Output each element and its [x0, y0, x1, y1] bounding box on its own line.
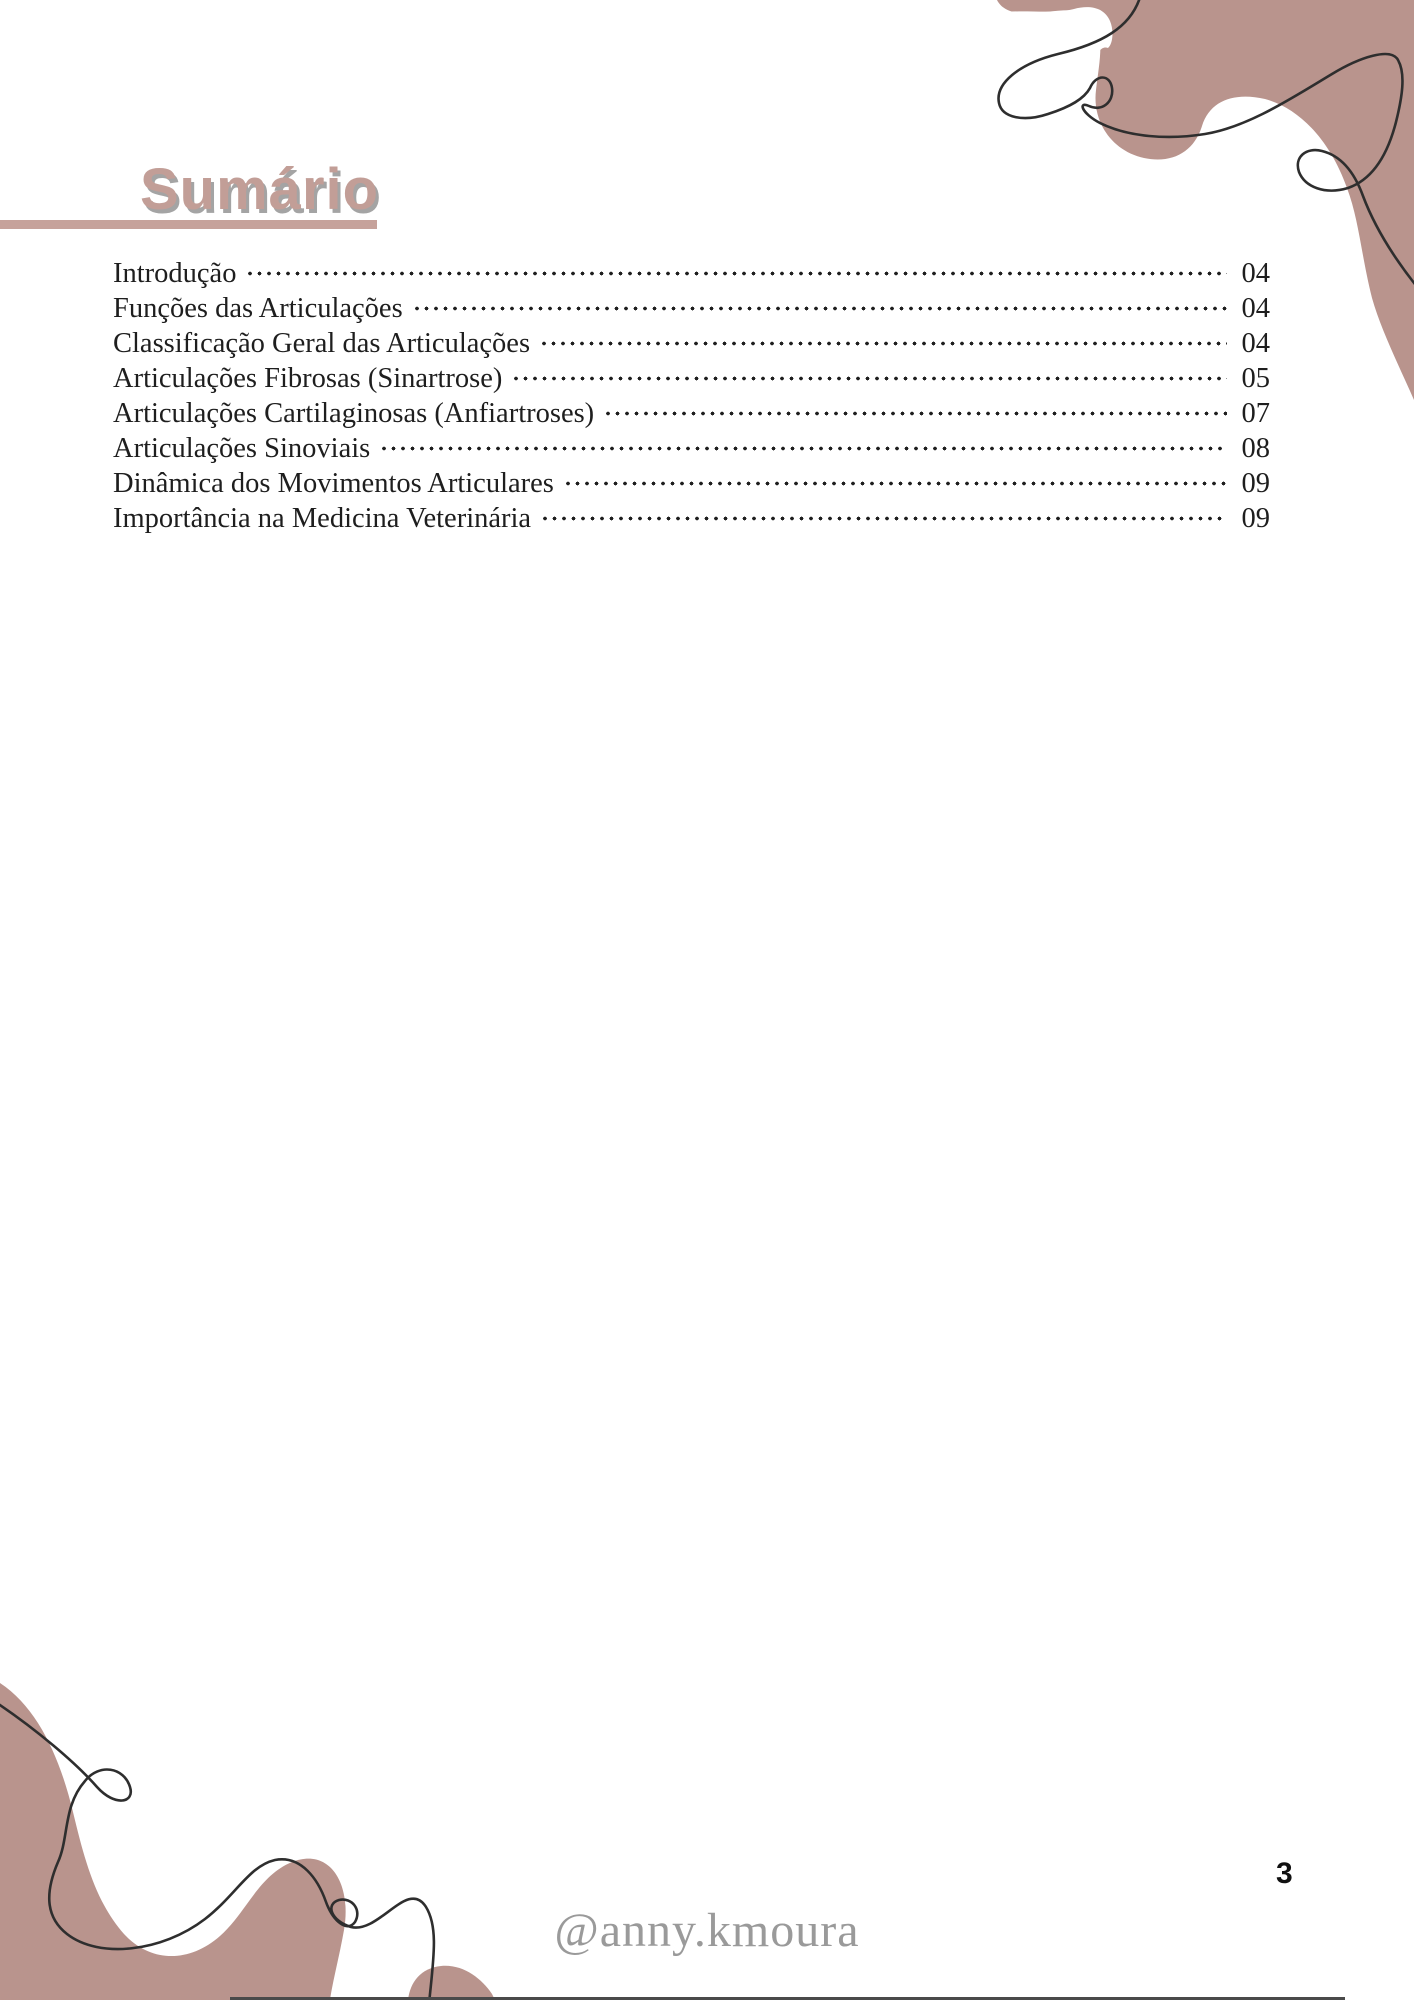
- toc-dot-leader: [540, 317, 1227, 352]
- swirl-line-art-top-right: [997, 0, 1414, 286]
- toc-entry: Funções das Articulações 04: [113, 282, 1270, 324]
- toc-dot-leader: [512, 352, 1227, 387]
- toc-entry-label: Dinâmica dos Movimentos Articulares: [113, 468, 554, 499]
- toc-entry: Introdução 04: [113, 247, 1270, 289]
- title-underline: [0, 220, 377, 229]
- toc-entry: Dinâmica dos Movimentos Articulares 09: [113, 457, 1270, 499]
- toc-entry: Classificação Geral das Articulações 04: [113, 317, 1270, 359]
- toc-entry-page-number: 09: [1241, 503, 1271, 534]
- toc-entry: Articulações Sinoviais 08: [113, 422, 1270, 464]
- toc-dot-leader: [380, 422, 1227, 457]
- toc-entry-page-number: 05: [1241, 363, 1271, 394]
- page-title: Sumário: [140, 157, 380, 222]
- toc-dot-leader: [604, 387, 1227, 422]
- toc-entry-label: Importância na Medicina Veterinária: [113, 503, 532, 534]
- toc-list: Introdução 04 Funções das Articulações 04 Cl…: [113, 247, 1270, 534]
- toc-dot-leader: [412, 282, 1227, 317]
- toc-entry-page-number: 07: [1241, 398, 1271, 429]
- toc-entry-label: Articulações Fibrosas (Sinartrose): [113, 363, 503, 394]
- toc-entry-page-number: 09: [1241, 468, 1271, 499]
- toc-dot-leader: [563, 457, 1227, 492]
- watermark-handle: @anny.kmoura: [554, 1904, 860, 1957]
- toc-entry-label: Classificação Geral das Articulações: [113, 328, 531, 359]
- blob-top-right-bite: [1005, 7, 1113, 89]
- toc-dot-leader: [246, 247, 1227, 282]
- toc-entry: Articulações Fibrosas (Sinartrose) 05: [113, 352, 1270, 394]
- toc-entry-label: Funções das Articulações: [113, 293, 403, 324]
- toc-entry-page-number: 04: [1241, 258, 1271, 289]
- blob-bottom-left: [0, 1683, 346, 2000]
- toc-entry-page-number: 08: [1241, 433, 1271, 464]
- page-number: 3: [1276, 1857, 1293, 1890]
- toc-entry-page-number: 04: [1241, 328, 1271, 359]
- toc-entry-page-number: 04: [1241, 293, 1271, 324]
- toc-entry-label: Articulações Sinoviais: [113, 433, 371, 464]
- blob-bottom-finger: [408, 1965, 495, 2000]
- toc-entry: Articulações Cartilaginosas (Anfiartrose…: [113, 387, 1270, 429]
- toc-dot-leader: [541, 492, 1227, 527]
- swirl-line-art-bottom-left: [0, 1703, 436, 2000]
- toc-entry: Importância na Medicina Veterinária 09: [113, 492, 1270, 534]
- toc-entry-label: Introdução: [113, 258, 237, 289]
